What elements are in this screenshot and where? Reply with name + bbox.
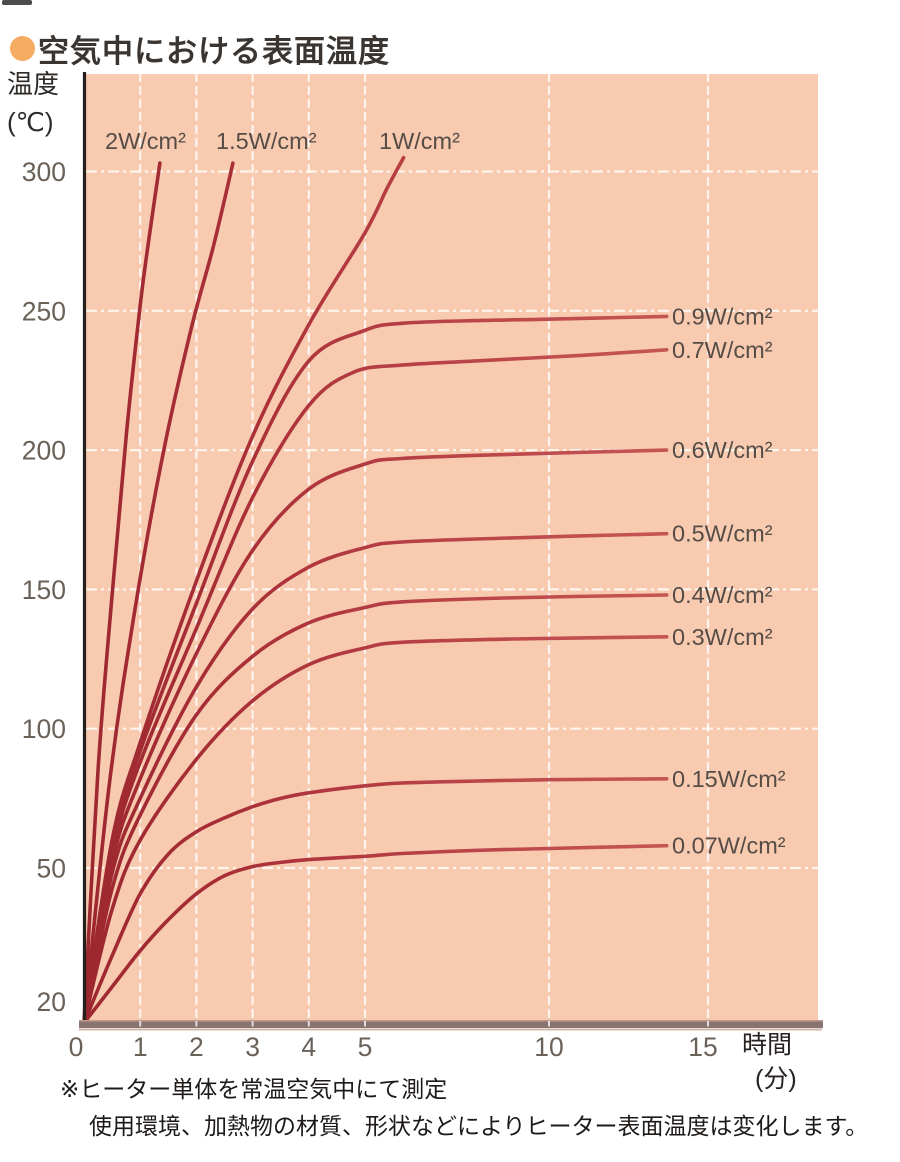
curve-0.15w bbox=[82, 777, 669, 1025]
x-axis-line bbox=[79, 1021, 823, 1028]
x-tick-label-3: 3 bbox=[245, 1032, 260, 1062]
series-label-0.5w: 0.5W/cm² bbox=[672, 521, 773, 547]
x-axis-title: 時間 (分) bbox=[742, 1033, 797, 1092]
y-tick-label-200: 200 bbox=[22, 436, 66, 466]
series-label-0.3w: 0.3W/cm² bbox=[672, 624, 773, 650]
series-label-0.07w: 0.07W/cm² bbox=[672, 833, 786, 859]
y-axis-unit: (℃) bbox=[7, 107, 54, 137]
x-tick-label-0: 0 bbox=[69, 1032, 84, 1062]
curve-0.5w bbox=[82, 531, 669, 1025]
x-tick-label-2: 2 bbox=[189, 1032, 204, 1062]
y-tick-label-250: 250 bbox=[22, 296, 66, 326]
x-axis-unit: (分) bbox=[755, 1065, 797, 1093]
curve-2w bbox=[82, 161, 162, 1025]
series-label-1w: 1W/cm² bbox=[379, 128, 460, 154]
scan-artifact bbox=[2, 0, 32, 5]
series-label-0.4w: 0.4W/cm² bbox=[672, 582, 773, 608]
y-tick-label-300: 300 bbox=[22, 157, 66, 187]
x-tick-label-5: 5 bbox=[358, 1032, 373, 1062]
curve-1.5w bbox=[82, 161, 235, 1025]
curve-1w bbox=[82, 155, 406, 1025]
chart-title-row: 空気中における表面温度 bbox=[10, 26, 390, 71]
y-tick-label-20: 20 bbox=[37, 987, 66, 1017]
series-label-1.5w: 1.5W/cm² bbox=[216, 128, 317, 154]
series-label-0.6w: 0.6W/cm² bbox=[672, 437, 773, 463]
x-tick-label-15: 15 bbox=[688, 1032, 717, 1062]
footnote-measurement: ※ヒーター単体を常温空気中にて測定 bbox=[60, 1076, 448, 1102]
curve-0.3w bbox=[82, 635, 669, 1025]
y-tick-label-50: 50 bbox=[37, 854, 66, 884]
y-tick-label-100: 100 bbox=[22, 714, 66, 744]
page-title: 空気中における表面温度 bbox=[38, 34, 390, 69]
footnotes: ※ヒーター単体を常温空気中にて測定 使用環境、加熱物の材質、形状などによりヒータ… bbox=[60, 1071, 868, 1145]
curve-0.6w bbox=[82, 448, 669, 1025]
x-tick-label-4: 4 bbox=[301, 1032, 316, 1062]
curve-0.4w bbox=[82, 593, 669, 1025]
y-axis-title: 温度 (℃) bbox=[7, 71, 59, 135]
x-tick-label-10: 10 bbox=[534, 1032, 563, 1062]
y-axis-title-text: 温度 bbox=[7, 69, 60, 99]
series-label-2w: 2W/cm² bbox=[105, 128, 186, 154]
footnote-disclaimer: 使用環境、加熱物の材質、形状などによりヒーター表面温度は変化します。 bbox=[89, 1113, 869, 1139]
curve-0.9w bbox=[82, 314, 669, 1025]
series-label-0.9w: 0.9W/cm² bbox=[672, 303, 773, 329]
series-label-0.7w: 0.7W/cm² bbox=[672, 337, 773, 363]
x-axis-title-text: 時間 bbox=[742, 1031, 793, 1059]
series-label-0.15w: 0.15W/cm² bbox=[672, 766, 786, 792]
x-axis-edge bbox=[79, 1020, 823, 1022]
curve-0.7w bbox=[82, 348, 669, 1025]
orange-bullet-icon bbox=[10, 36, 35, 61]
curve-0.07w bbox=[82, 843, 669, 1025]
y-tick-label-150: 150 bbox=[22, 575, 66, 605]
x-tick-label-1: 1 bbox=[133, 1032, 148, 1062]
